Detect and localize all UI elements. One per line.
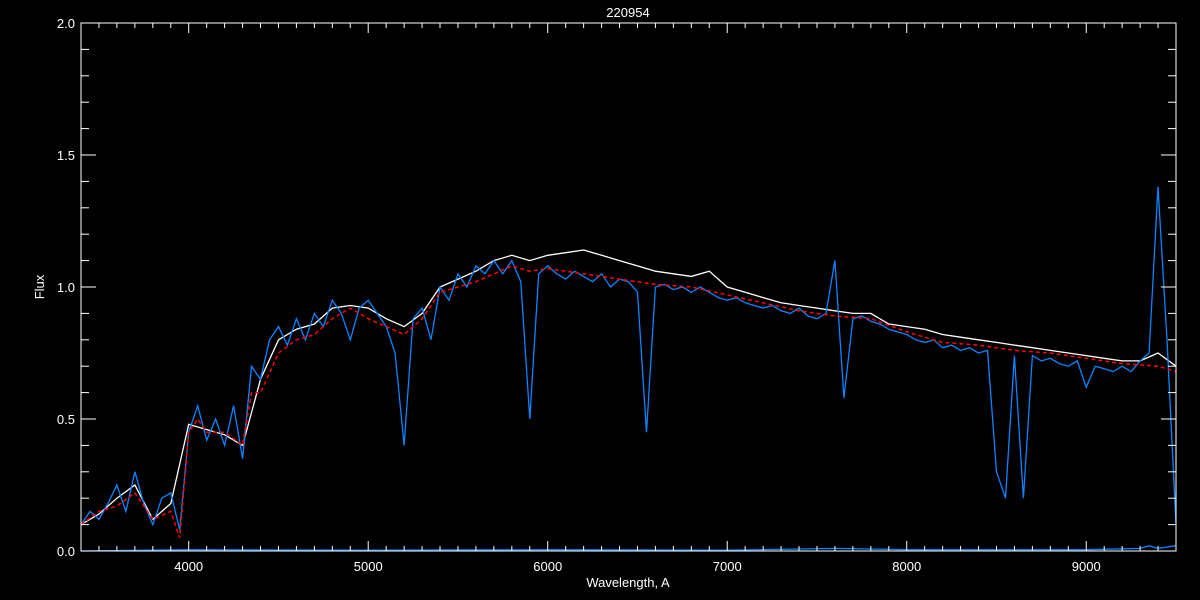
series-line-2 xyxy=(80,265,1177,539)
y-tick-label: 0.0 xyxy=(57,544,75,559)
axes-layer: 4000 5000 6000 7000 8000 9000 0.0 0.5 1.0 1.5 2.0 xyxy=(57,16,1177,574)
y-tick-label: 1.0 xyxy=(57,280,75,295)
series-line-1 xyxy=(80,186,1177,531)
x-axis-label: Wavelength, A xyxy=(586,575,670,590)
y-axis-label: Flux xyxy=(32,274,47,299)
x-tick-label: 4000 xyxy=(174,559,203,574)
y-tick-label: 2.0 xyxy=(57,16,75,31)
x-tick-label: 8000 xyxy=(892,559,921,574)
x-tick-label: 5000 xyxy=(354,559,383,574)
series-line-3 xyxy=(80,545,1177,552)
x-tick-label: 7000 xyxy=(713,559,742,574)
x-tick-label: 9000 xyxy=(1072,559,1101,574)
y-tick-label: 1.5 xyxy=(57,148,75,163)
y-tick-label: 0.5 xyxy=(57,412,75,427)
series-layer xyxy=(80,186,1177,552)
series-line-0 xyxy=(80,249,1177,526)
chart-title: 220954 xyxy=(606,5,649,20)
plot-frame xyxy=(80,22,1177,552)
x-tick-label: 6000 xyxy=(533,559,562,574)
